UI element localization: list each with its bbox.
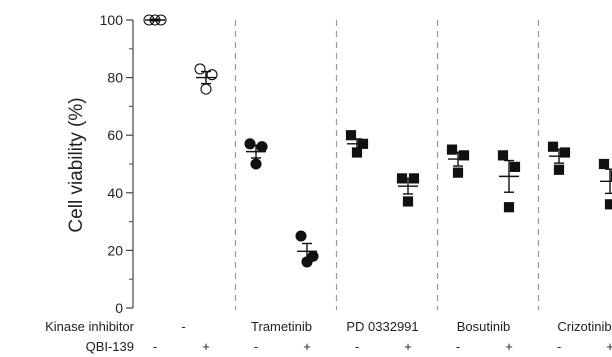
y-tick-label-100: 100 [100,12,124,28]
data-point-4-0-2 [553,164,565,175]
qbi-label-1-0: - [254,339,258,354]
data-point-2-1-0 [396,173,408,184]
y-tick-label-80: 80 [107,70,123,86]
data-point-4-0-0 [547,141,559,152]
inhibitor-label-4: Crizotinib [557,319,611,334]
data-point-2-1-2 [402,196,414,207]
data-point-3-0-0 [446,144,458,155]
y-axis-title: Cell viability (%) [66,97,87,232]
qbi-label-1-1: + [303,339,311,354]
qbi-label-3-1: + [505,339,513,354]
data-point-0-1-0 [194,63,206,75]
data-point-3-1-2 [503,202,515,213]
data-point-1-0-2 [250,158,262,170]
inhibitor-label-0: - [181,319,185,334]
data-point-0-0-2 [149,14,161,26]
data-point-3-0-2 [452,167,464,178]
data-points [143,14,612,268]
y-axis: 0 20 40 60 80 100 [100,12,134,316]
inhibitor-label-2: PD 0332991 [346,319,418,334]
group-dividers [234,20,540,310]
data-point-4-0-1 [559,147,571,158]
data-point-1-1-0 [295,230,307,242]
qbi-row-label: QBI-139 [86,339,134,354]
qbi-label-2-1: + [404,339,412,354]
data-point-3-1-1 [509,161,521,172]
data-point-2-1-1 [408,173,420,184]
data-point-2-0-1 [357,138,369,149]
data-point-2-0-0 [345,130,357,141]
data-point-0-1-1 [206,69,218,81]
qbi-label-3-0: - [456,339,460,354]
data-point-4-1-0 [598,158,610,170]
data-point-1-0-0 [244,138,256,150]
qbi-label-4-1: + [606,339,612,354]
data-point-0-0-0 [143,14,155,26]
qbi-label-0-1: + [202,339,210,354]
data-point-2-0-2 [351,147,363,158]
inhibitor-label-3: Bosutinib [457,319,510,334]
y-tick-label-20: 20 [107,242,123,258]
inhibitor-label-1: Trametinib [251,319,312,334]
data-point-0-1-2 [200,83,212,95]
y-tick-label-40: 40 [107,185,123,201]
data-point-3-1-0 [497,150,509,161]
data-point-1-0-1 [256,141,268,153]
data-point-1-1-2 [301,256,313,268]
data-point-0-0-1 [155,14,167,26]
kinase-inhibitor-row-label: Kinase inhibitor [45,319,135,334]
qbi-label-0-0: - [153,339,157,354]
data-point-3-0-1 [458,150,470,161]
qbi-label-2-0: - [355,339,359,354]
qbi-label-4-0: - [557,339,561,354]
y-tick-label-60: 60 [107,127,123,143]
data-point-4-1-2 [604,199,612,210]
y-tick-label-0: 0 [115,300,123,316]
x-labels: - - + Trametinib - + PD 0332991 - + Bosutinib - + Cr… [153,319,612,354]
